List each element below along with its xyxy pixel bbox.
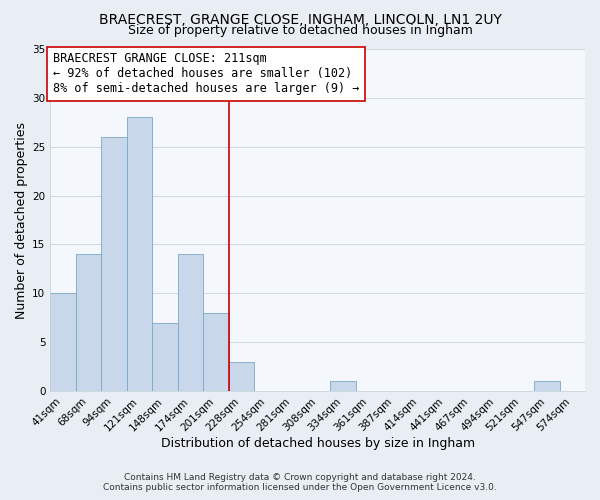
Text: BRAECREST GRANGE CLOSE: 211sqm
← 92% of detached houses are smaller (102)
8% of : BRAECREST GRANGE CLOSE: 211sqm ← 92% of … <box>53 52 359 96</box>
Bar <box>331 382 356 391</box>
Text: Contains HM Land Registry data © Crown copyright and database right 2024.
Contai: Contains HM Land Registry data © Crown c… <box>103 473 497 492</box>
Text: Size of property relative to detached houses in Ingham: Size of property relative to detached ho… <box>128 24 472 37</box>
Bar <box>152 322 178 391</box>
Y-axis label: Number of detached properties: Number of detached properties <box>15 122 28 318</box>
Bar <box>229 362 254 391</box>
Text: BRAECREST, GRANGE CLOSE, INGHAM, LINCOLN, LN1 2UY: BRAECREST, GRANGE CLOSE, INGHAM, LINCOLN… <box>98 12 502 26</box>
Bar <box>76 254 101 391</box>
Bar <box>534 382 560 391</box>
Bar <box>203 313 229 391</box>
X-axis label: Distribution of detached houses by size in Ingham: Distribution of detached houses by size … <box>161 437 475 450</box>
Bar <box>178 254 203 391</box>
Bar <box>127 118 152 391</box>
Bar <box>101 137 127 391</box>
Bar <box>50 294 76 391</box>
